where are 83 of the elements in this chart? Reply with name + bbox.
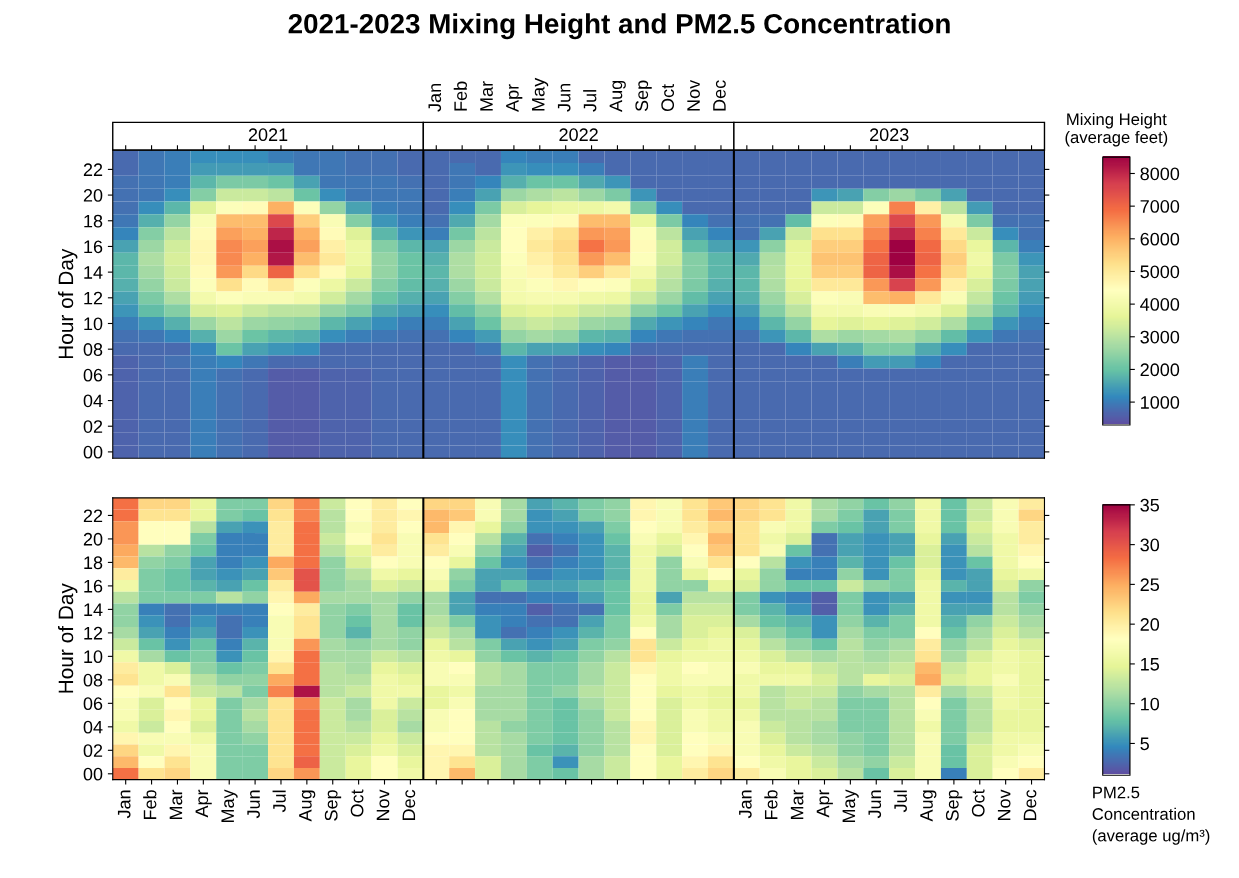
x-tick-label: Jun <box>868 790 882 819</box>
x-tick-label: Jan <box>428 84 442 112</box>
color-bar-label: 5000 <box>1140 265 1180 279</box>
color-bar-label: 8000 <box>1140 167 1180 181</box>
color-bar-label: 20 <box>1140 618 1160 631</box>
x-tick-label: Mar <box>169 789 183 819</box>
x-tick-label: Nov <box>687 79 700 111</box>
y-tick-label: 04 <box>83 394 103 408</box>
x-tick-label: Nov <box>376 789 390 821</box>
x-tick-label: Jul <box>583 90 597 112</box>
y-tick-label: 00 <box>83 767 103 781</box>
y-axis-title: Hour of Day <box>57 583 78 693</box>
y-tick-label: 04 <box>83 720 103 734</box>
color-bar-label: 3000 <box>1140 330 1180 344</box>
color-bar-label: 6000 <box>1140 232 1180 246</box>
x-tick-label: Feb <box>453 81 467 111</box>
x-tick-label: Dec <box>713 80 726 111</box>
y-tick-label: 08 <box>83 673 103 687</box>
color-bar-label: 30 <box>1140 538 1160 552</box>
x-tick-label: Jan <box>117 790 131 819</box>
y-tick-label: 12 <box>84 626 103 640</box>
x-tick-label: Oct <box>971 789 985 817</box>
x-tick-label: May <box>532 77 549 111</box>
y-tick-label: 20 <box>83 189 103 202</box>
y-tick-label: 22 <box>83 509 103 522</box>
x-tick-label: Apr <box>506 84 523 112</box>
x-tick-label: Feb <box>143 790 157 820</box>
text: 2021 <box>248 128 288 142</box>
x-tick-label: Oct <box>661 83 675 112</box>
x-tick-label: Apr <box>816 789 833 818</box>
y-tick-label: 06 <box>83 368 103 382</box>
x-tick-label: Jul <box>893 790 907 813</box>
x-tick-label: Jun <box>247 790 260 819</box>
chart-title: 2021-2023 Mixing Height and PM2.5 Concentration <box>288 13 950 40</box>
x-tick-label: Apr <box>195 789 212 818</box>
color-bar-label: 7000 <box>1140 200 1180 213</box>
color-bar-label: 25 <box>1140 578 1160 592</box>
y-tick-label: 00 <box>83 445 103 459</box>
x-tick-label: Sep <box>635 80 652 112</box>
x-tick-label: Oct <box>350 789 364 817</box>
x-tick-label: Aug <box>609 80 626 112</box>
x-tick-label: Mar <box>480 81 493 111</box>
color-bar-label: 4000 <box>1140 298 1180 311</box>
color-bar-label: 10 <box>1141 697 1160 711</box>
color-bar-label: 5 <box>1140 737 1149 751</box>
text: 2022 <box>559 128 598 142</box>
x-tick-label: Aug <box>920 790 937 822</box>
x-tick-label: Dec <box>1023 789 1037 821</box>
y-tick-label: 16 <box>84 579 103 593</box>
y-tick-label: 14 <box>84 266 103 279</box>
x-tick-label: Feb <box>764 790 778 820</box>
y-axis-title: Hour of Day <box>57 248 78 359</box>
y-tick-label: 18 <box>84 214 103 228</box>
y-tick-label: 06 <box>83 697 103 711</box>
color-bar-label: 35 <box>1140 498 1160 512</box>
x-tick-label: Nov <box>997 789 1011 821</box>
y-tick-label: 18 <box>84 556 103 570</box>
y-tick-label: 22 <box>83 163 103 176</box>
text: 2023 <box>870 128 909 142</box>
x-tick-label: May <box>842 789 859 823</box>
y-tick-label: 14 <box>84 603 103 616</box>
x-tick-label: Sep <box>945 790 963 821</box>
x-tick-label: Jan <box>739 790 752 819</box>
x-tick-label: Dec <box>402 789 416 821</box>
y-tick-label: 20 <box>83 532 103 546</box>
y-tick-label: 16 <box>84 240 103 254</box>
color-bar-label: 15 <box>1141 658 1160 671</box>
x-tick-label: Jul <box>272 790 286 813</box>
color-bar-label: 1000 <box>1141 396 1180 409</box>
color-bar-title: PM2.5 Concentration (average ug/m³) <box>1092 786 1210 845</box>
y-tick-label: 10 <box>84 650 103 664</box>
x-tick-label: Aug <box>299 790 316 822</box>
y-tick-label: 10 <box>84 317 103 331</box>
y-tick-label: 02 <box>83 744 103 758</box>
y-tick-label: 08 <box>83 343 103 356</box>
x-tick-label: May <box>221 789 238 823</box>
x-tick-label: Jun <box>557 84 571 112</box>
color-bar-label: 2000 <box>1140 363 1180 377</box>
x-tick-label: Sep <box>324 790 342 821</box>
y-tick-label: 02 <box>83 420 103 433</box>
color-bar-title: Mixing Height (average feet) <box>1065 112 1168 147</box>
x-tick-label: Mar <box>790 789 804 819</box>
y-tick-label: 12 <box>84 291 103 305</box>
